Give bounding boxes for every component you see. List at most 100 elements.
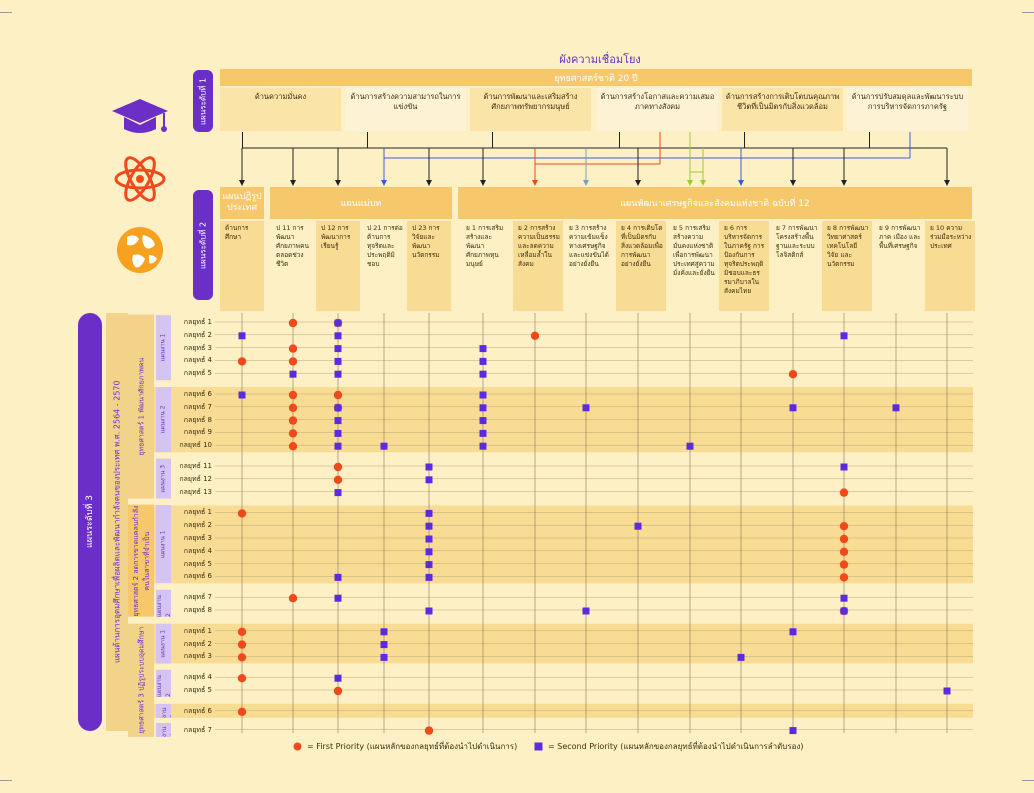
first-priority-mark-24 — [237, 653, 247, 662]
second-priority-mark-12 — [238, 391, 246, 399]
second-priority-mark-5 — [334, 345, 342, 353]
first-priority-mark-13 — [333, 475, 343, 484]
second-priority-mark-50 — [943, 687, 951, 695]
row-label-3: กลยุทธ์ 3 — [183, 343, 212, 352]
level3-strategy-1: ยุทธศาสตร์ 1 พัฒนาศักยภาพคน — [128, 315, 154, 499]
second-priority-mark-6 — [479, 345, 487, 353]
second-priority-mark-10 — [334, 370, 342, 378]
second-priority-mark-8 — [479, 357, 487, 365]
second-priority-mark-34 — [425, 535, 433, 543]
second-priority-mark-26 — [686, 442, 694, 450]
row-label-13: กลยุทธ์ 13 — [179, 487, 212, 496]
column-head-13: ย 8 การพัฒนาวิทยาศาสตร์ เทคโนโลยี วิจัย … — [822, 221, 872, 311]
row-label-16: กลยุทธ์ 3 — [183, 534, 212, 542]
program-label-7: แผนงาน 2 — [156, 670, 171, 697]
column-head-1: ด้านการศึกษา — [220, 221, 264, 311]
row-label-21: กลยุทธ์ 8 — [183, 606, 212, 614]
row-label-25: กลยุทธ์ 4 — [183, 673, 212, 682]
program-label-2: แผนงาน 2 — [156, 387, 171, 453]
row-label-15: กลยุทธ์ 2 — [183, 521, 212, 530]
row-label-24: กลยุทธ์ 3 — [183, 652, 212, 661]
second-priority-mark-20 — [479, 417, 487, 425]
row-label-20: กลยุทธ์ 7 — [183, 593, 212, 602]
column-head-4: ป 21 การต่อต้านการทุจริตและประพฤติมิชอบ — [362, 221, 406, 311]
row-label-2: กลยุทธ์ 2 — [183, 330, 212, 339]
first-priority-mark-17 — [839, 547, 849, 556]
second-priority-mark-1 — [334, 319, 342, 327]
second-priority-mark-49 — [334, 674, 342, 682]
row-label-14: กลยุทธ์ 1 — [183, 508, 212, 517]
first-priority-mark-7 — [333, 390, 343, 400]
atom-icon — [114, 156, 166, 202]
column-head-10: ย 5 การเสริมสร้างความมั่นคงแห่งชาติเพื่อ… — [668, 221, 718, 311]
second-priority-mark-2 — [238, 332, 246, 340]
column-head-2: ป 11 การพัฒนาศักยภาพคนตลอดช่วงชีวิต — [271, 221, 315, 311]
second-priority-mark-14 — [334, 404, 342, 412]
first-priority-mark-14 — [237, 509, 247, 518]
row-label-10: กลยุทธ์ 10 — [179, 441, 212, 450]
graduation-cap-icon — [112, 99, 168, 133]
strategy-6: ด้านการปรับสมดุลและพัฒนาระบบการบริหารจัด… — [847, 88, 968, 131]
first-priority-mark-30 — [788, 370, 798, 379]
first-priority-mark-18 — [839, 560, 849, 569]
arrow-head-11 — [700, 180, 706, 186]
second-priority-mark-16 — [582, 404, 590, 412]
first-priority-mark-10 — [288, 429, 298, 438]
second-priority-mark-30 — [334, 489, 342, 497]
level3-title: แผนด้านการอุดมศึกษาเพื่อผลิตและพัฒนากำลั… — [112, 380, 122, 664]
second-priority-mark-41 — [425, 607, 433, 615]
first-priority-mark-15 — [839, 522, 849, 531]
arrow-head-13 — [790, 180, 796, 186]
second-priority-mark-37 — [334, 573, 342, 581]
second-priority-mark-29 — [425, 476, 433, 484]
second-priority-mark-45 — [789, 628, 797, 636]
column-head-6: ย 1 การเสริมสร้างและพัฒนาศักยภาพทุนมนุษย… — [461, 221, 511, 311]
diagram-title: ผังความเชื่อมโยง — [559, 53, 641, 66]
second-priority-mark-48 — [737, 653, 745, 661]
arrow-head-14 — [841, 180, 847, 186]
globe-icon — [117, 227, 163, 273]
second-priority-mark-11 — [479, 370, 487, 378]
arrow-head-1 — [239, 180, 245, 186]
first-priority-mark-4 — [237, 357, 247, 366]
second-priority-mark-13 — [479, 391, 487, 399]
program-label-3: แผนงาน 3 — [156, 459, 171, 499]
row-label-4: กลยุทธ์ 4 — [183, 356, 212, 365]
row-label-28: กลยุทธ์ 7 — [183, 725, 212, 734]
second-priority-mark-9 — [289, 370, 297, 378]
second-priority-mark-23 — [334, 442, 342, 450]
second-priority-mark-28 — [840, 463, 848, 471]
row-label-1: กลยุทธ์ 1 — [183, 318, 212, 326]
strategy-1: ด้านความมั่นคง — [220, 88, 341, 131]
first-priority-mark-28 — [424, 726, 434, 735]
second-priority-mark-32 — [425, 522, 433, 530]
row-label-23: กลยุทธ์ 2 — [183, 639, 212, 648]
second-priority-mark-17 — [789, 404, 797, 412]
column-head-8: ย 3 การสร้างความเข้มแข็งทางเศรษฐกิจและแข… — [564, 221, 614, 311]
row-label-12: กลยุทธ์ 12 — [179, 474, 212, 483]
second-priority-mark-33 — [634, 522, 642, 530]
row-label-8: กลยุทธ์ 8 — [183, 415, 212, 424]
legend-first: = First Priority (แผนหลักของกลยุทธ์ที่ต้… — [293, 740, 517, 753]
arrow-head-12 — [738, 180, 744, 186]
second-priority-mark-18 — [892, 404, 900, 412]
row-band-5 — [128, 590, 973, 617]
program-label-6: แผนงาน 1 — [156, 623, 171, 664]
first-priority-mark-31 — [839, 488, 849, 497]
legend-first-text: = First Priority (แผนหลักของกลยุทธ์ที่ต้… — [307, 742, 518, 751]
second-priority-mark-3 — [334, 332, 342, 340]
second-priority-mark-21 — [334, 429, 342, 437]
second-priority-mark-15 — [479, 404, 487, 412]
second-priority-mark-43 — [840, 607, 848, 615]
column-head-3: ป 12 การพัฒนาการเรียนรู้ — [316, 221, 360, 311]
first-priority-mark-27 — [237, 707, 247, 716]
first-priority-mark-25 — [237, 674, 247, 683]
column-head-15: ย 10 ความร่วมมือระหว่างประเทศ — [925, 221, 975, 311]
first-priority-mark-5 — [288, 357, 298, 366]
second-priority-mark-46 — [380, 641, 388, 649]
legend-second-text: = Second Priority (แผนหลักของกลยุทธ์ที่ต… — [548, 742, 804, 751]
program-label-9: แผนงาน 4 — [156, 722, 171, 737]
row-label-6: กลยุทธ์ 6 — [183, 390, 212, 398]
